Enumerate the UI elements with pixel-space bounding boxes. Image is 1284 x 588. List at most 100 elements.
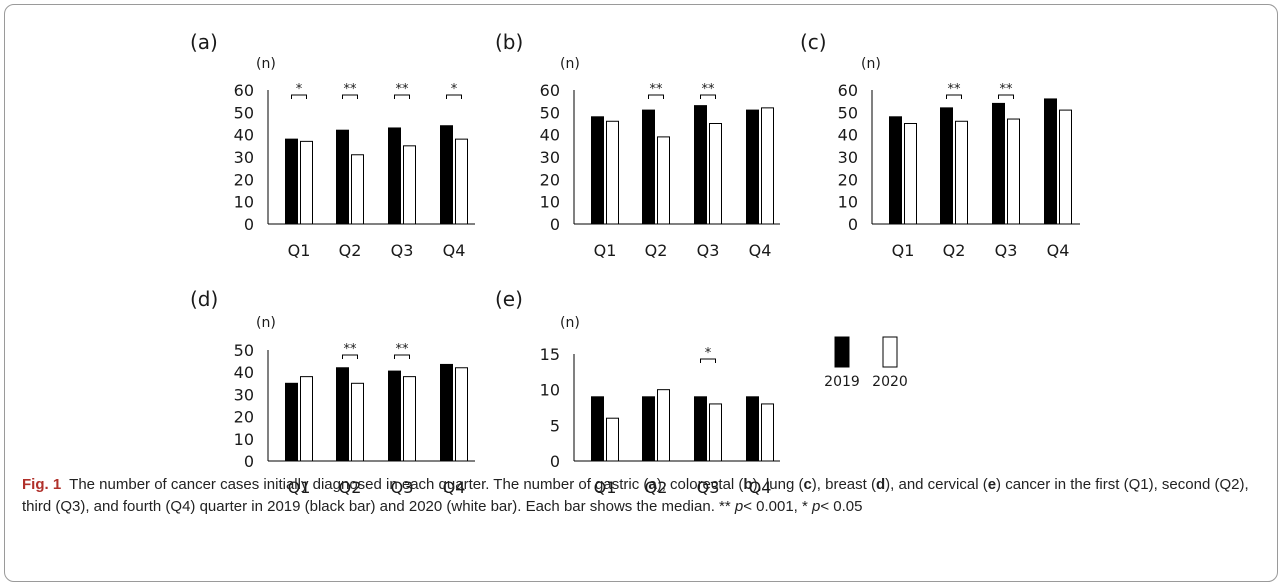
bar-2019 [889,116,902,225]
legend: 2019 2020 [824,336,908,390]
x-tick-label: Q4 [1047,241,1070,260]
y-unit-label: (n) [256,56,276,72]
y-unit-label: (n) [560,56,580,72]
y-tick-label: 20 [838,170,858,189]
chart-panel-c: (c) (n) 0 10 20 30 40 50 60 Q1 Q2 ** Q3 ** Q4 [800,30,1080,260]
y-tick-label: 60 [234,81,254,100]
caption-text-4: ), breast ( [811,476,876,493]
bar-2020 [709,123,722,225]
bar-2019 [388,370,401,462]
bar-2019 [440,125,453,225]
bar-2019 [746,109,759,225]
y-unit-label: (n) [560,315,580,331]
x-tick-label: Q2 [943,241,966,260]
figure-frame [4,4,1278,582]
significance-bracket [394,94,410,99]
caption-ref-c: c [803,476,812,493]
bar-2020 [455,138,468,225]
caption-text-5: ), and cervical ( [885,476,988,493]
y-tick-label: 60 [838,81,858,100]
chart-panel-b: (b) (n) 0 10 20 30 40 50 60 Q1 Q2 ** Q3 ** Q4 [495,30,780,260]
y-tick-label: 40 [838,126,858,145]
x-tick-label: Q1 [288,241,311,260]
significance-bracket [700,94,716,99]
bar-2020 [1007,118,1020,225]
y-tick-label: 50 [234,103,254,122]
y-tick-label: 50 [540,103,560,122]
significance-bracket [998,94,1014,99]
bar-2020 [606,120,619,225]
significance-bracket [342,354,358,359]
panel-label: (c) [800,30,827,54]
significance-bracket [291,94,307,99]
x-tick-label: Q3 [995,241,1018,260]
legend-swatch-2020 [882,336,898,368]
bar-2019 [440,363,453,462]
bar-2019 [591,396,604,462]
significance-bracket [394,354,410,359]
significance-bracket [446,94,462,99]
x-tick-label: Q4 [749,241,772,260]
significance-marker: ** [396,342,410,357]
x-tick-label: Q4 [443,241,466,260]
y-tick-label: 40 [234,363,254,382]
legend-label-2019: 2019 [824,374,860,390]
x-tick-label: Q1 [288,478,311,497]
bar-2020 [606,417,619,462]
bar-2020 [1059,109,1072,225]
bar-2019 [694,396,707,462]
figure-caption: Fig. 1 The number of cancer cases initial… [22,474,1262,518]
bar-2019 [285,138,298,225]
y-unit-label: (n) [861,56,881,72]
y-tick-label: 30 [838,148,858,167]
significance-marker: * [705,346,712,361]
x-tick-label: Q3 [697,241,720,260]
bar-2020 [657,136,670,225]
bar-2020 [657,389,670,462]
bar-2020 [955,120,968,225]
y-tick-label: 20 [234,408,254,427]
bar-2020 [351,154,364,225]
legend-label-2020: 2020 [872,374,908,390]
y-tick-label: 15 [540,345,560,364]
y-tick-label: 40 [540,126,560,145]
bar-2019 [940,107,953,225]
y-tick-label: 10 [838,193,858,212]
significance-marker: * [296,82,303,97]
significance-bracket [342,94,358,99]
y-tick-label: 10 [540,381,560,400]
caption-text-1: The number of cancer cases initially dia… [69,476,649,493]
significance-bracket [946,94,962,99]
bar-2020 [403,145,416,225]
significance-marker: ** [396,82,410,97]
caption-ref-b: b [743,476,753,493]
chart-panel-d: (d) (n) 0 10 20 30 40 50 Q1 Q2 ** Q3 ** Q4 [190,287,475,497]
x-tick-label: Q4 [749,478,772,497]
y-tick-label: 30 [234,148,254,167]
y-tick-label: 40 [234,126,254,145]
bar-2019 [1044,98,1057,225]
x-tick-label: Q3 [697,478,720,497]
y-tick-label: 5 [550,416,560,435]
bar-2019 [388,127,401,225]
legend-swatch-2019 [834,336,850,368]
panel-label: (e) [495,287,523,311]
y-tick-label: 0 [244,452,254,471]
caption-p-symbol-1: p [734,498,744,515]
bar-2019 [642,109,655,225]
chart-panel-e: (e) (n) 0 5 10 15 Q1 Q2 Q3 * Q4 [495,287,780,497]
bar-2019 [336,367,349,462]
bar-2020 [300,376,313,462]
bar-2019 [642,396,655,462]
caption-ref-e: e [987,476,997,493]
bar-2020 [455,367,468,462]
bar-2019 [746,396,759,462]
bar-2020 [351,382,364,462]
significance-marker: ** [344,342,358,357]
x-tick-label: Q3 [391,478,414,497]
bar-2019 [591,116,604,225]
y-tick-label: 30 [234,385,254,404]
y-tick-label: 60 [540,81,560,100]
bar-2019 [285,382,298,462]
figure-label: Fig. 1 [22,476,62,493]
